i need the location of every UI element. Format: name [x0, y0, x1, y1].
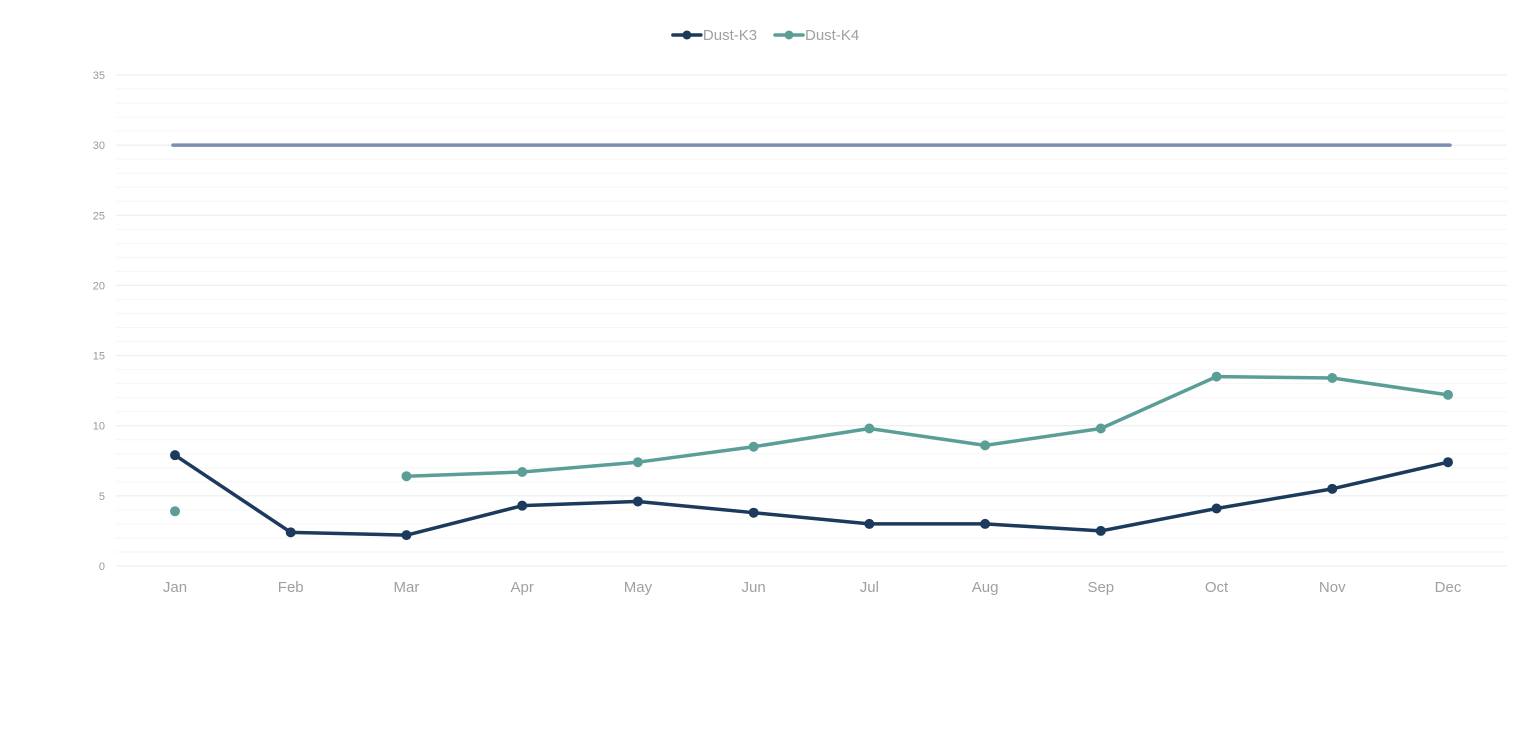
data-point[interactable]	[170, 506, 180, 517]
x-axis-ticks: Jan Feb Mar Apr May Jun Jul Aug Sep Oct Nov Dec	[163, 579, 1462, 596]
legend-marker	[784, 30, 794, 40]
data-point[interactable]	[1211, 371, 1222, 382]
data-point[interactable]	[285, 527, 296, 538]
data-point[interactable]	[170, 450, 180, 461]
data-point[interactable]	[1095, 525, 1106, 536]
legend: Dust-K3 Dust-K4	[671, 27, 859, 44]
data-point[interactable]	[632, 457, 643, 468]
x-tick-label: Oct	[1205, 579, 1229, 596]
x-tick-label: Apr	[511, 579, 534, 596]
data-point[interactable]	[864, 518, 875, 529]
x-tick-label: Sep	[1087, 579, 1114, 596]
x-tick-label: May	[624, 579, 653, 596]
y-tick-label: 0	[99, 561, 105, 573]
y-tick-label: 30	[93, 140, 105, 152]
y-tick-label: 25	[93, 210, 105, 222]
data-point[interactable]	[748, 507, 759, 518]
y-tick-label: 15	[93, 351, 105, 363]
legend-label: Dust-K4	[805, 27, 859, 44]
data-point[interactable]	[517, 500, 528, 511]
x-tick-label: Nov	[1319, 579, 1346, 596]
legend-item[interactable]: Dust-K4	[773, 27, 859, 44]
x-tick-label: Aug	[972, 579, 999, 596]
data-point[interactable]	[632, 496, 643, 507]
data-point[interactable]	[517, 467, 528, 478]
x-tick-label: Mar	[394, 579, 420, 596]
data-point[interactable]	[1327, 483, 1338, 494]
legend-marker	[682, 30, 692, 40]
data-point[interactable]	[980, 518, 991, 529]
legend-item[interactable]: Dust-K3	[671, 27, 757, 44]
series-line	[173, 453, 1450, 537]
y-tick-label: 20	[93, 280, 105, 292]
y-tick-label: 5	[99, 491, 105, 503]
data-point[interactable]	[401, 530, 412, 541]
data-point[interactable]	[980, 440, 991, 451]
series-1	[170, 371, 1453, 517]
y-tick-label: 10	[93, 421, 105, 433]
data-point[interactable]	[1095, 423, 1106, 434]
x-tick-label: Dec	[1435, 579, 1462, 596]
x-tick-label: Jul	[860, 579, 879, 596]
data-point[interactable]	[1443, 457, 1453, 468]
x-tick-label: Feb	[278, 579, 304, 596]
series-group	[170, 371, 1453, 541]
legend-label: Dust-K3	[703, 27, 757, 44]
series-0	[170, 450, 1453, 541]
data-point[interactable]	[864, 423, 875, 434]
y-axis-ticks: 0 5 10 15 20 25 30 35	[93, 70, 105, 573]
grid	[116, 74, 1507, 567]
data-point[interactable]	[1327, 373, 1338, 384]
data-point[interactable]	[401, 471, 412, 482]
x-tick-label: Jun	[742, 579, 766, 596]
data-point[interactable]	[748, 441, 759, 452]
x-tick-label: Jan	[163, 579, 187, 596]
y-tick-label: 35	[93, 70, 105, 82]
data-point[interactable]	[1443, 389, 1453, 400]
data-point[interactable]	[1211, 503, 1222, 514]
series-line	[404, 374, 1450, 478]
